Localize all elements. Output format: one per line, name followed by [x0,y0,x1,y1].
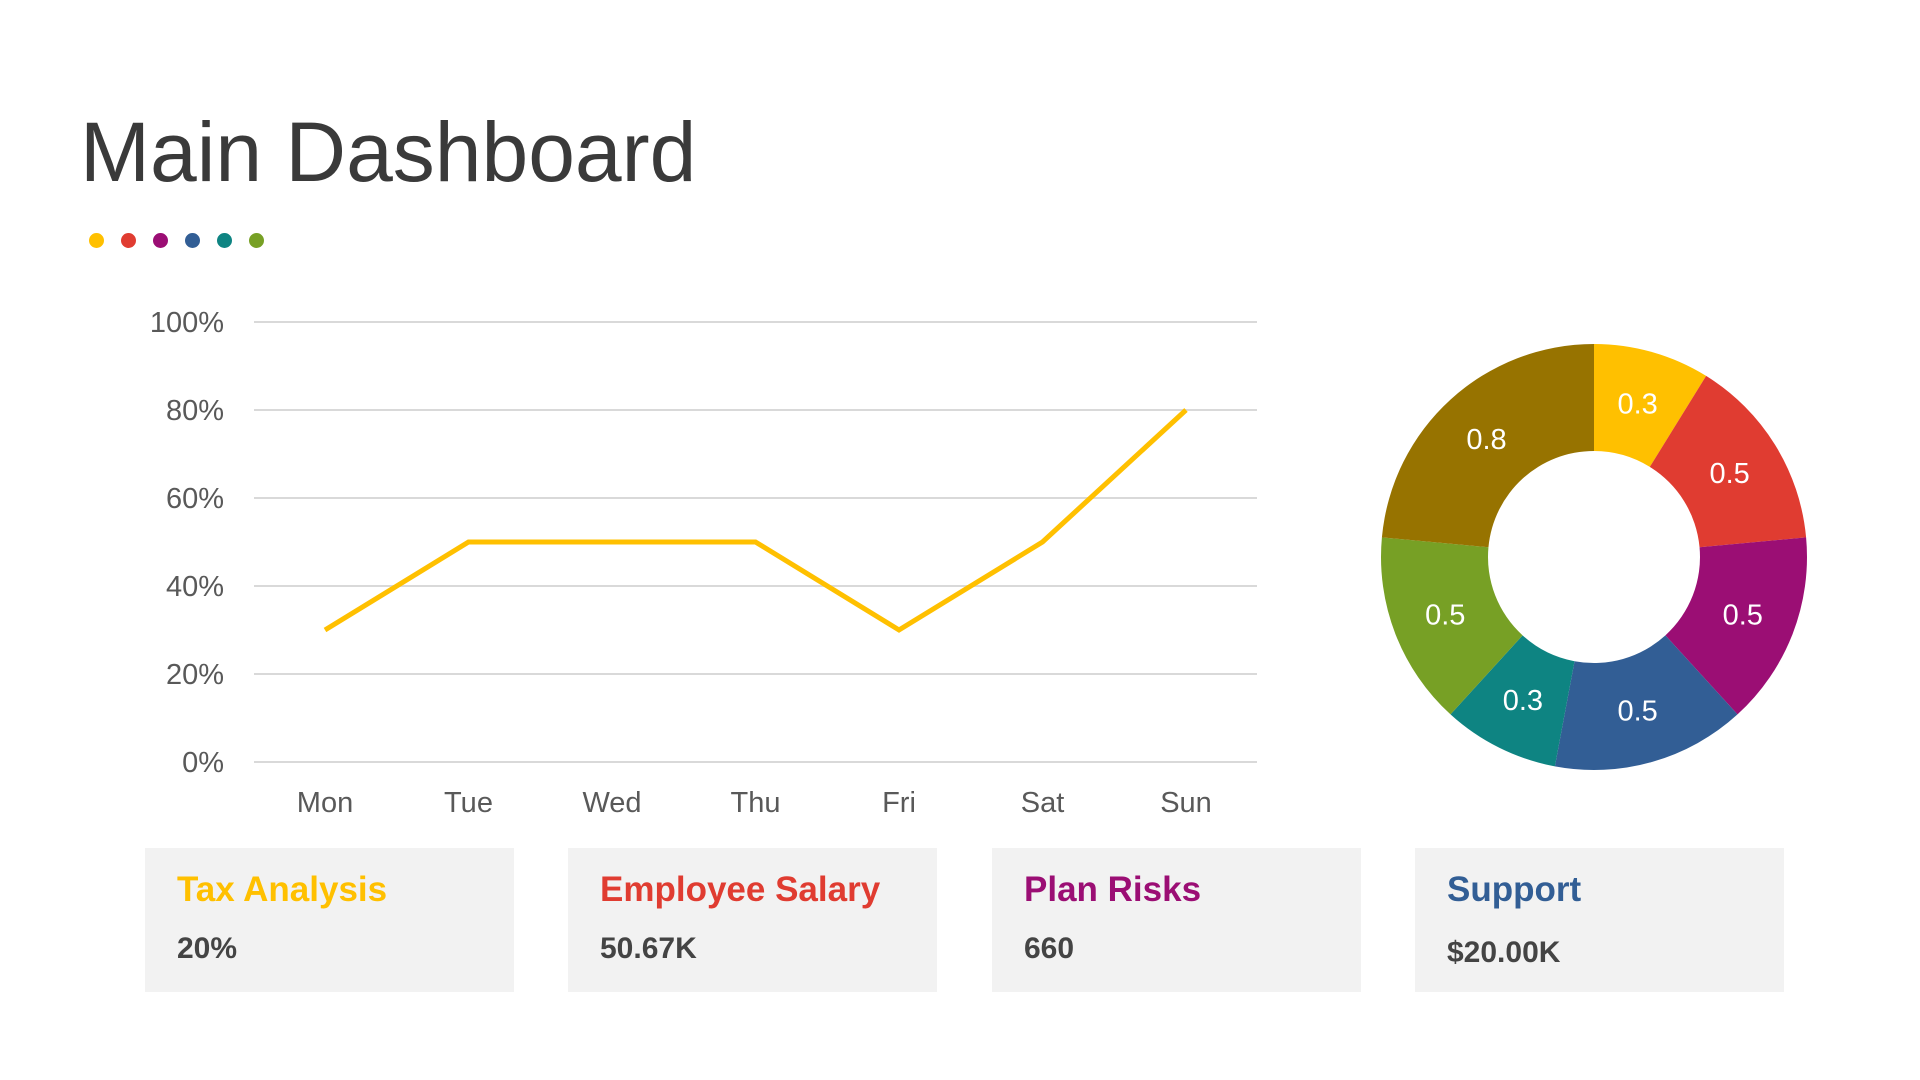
y-tick-label: 40% [166,571,224,603]
donut-slice [1381,537,1523,715]
card-plan-risks[interactable]: Plan Risks 660 [992,848,1361,992]
slice-label: 0.5 [1617,695,1657,727]
card-value: 20% [177,932,238,965]
x-tick-label: Mon [297,787,353,819]
color-dot [153,233,168,248]
donut-slice [1665,537,1808,715]
y-tick-label: 100% [150,307,224,339]
color-dot [89,233,104,248]
slice-label: 0.3 [1503,685,1543,717]
color-dot [217,233,232,248]
slice-label: 0.5 [1723,600,1763,632]
card-value: 50.67K [600,932,697,965]
y-tick-label: 0% [182,747,224,779]
donut-slice [1594,344,1707,467]
color-dot [249,233,264,248]
color-dot [185,233,200,248]
card-tax-analysis[interactable]: Tax Analysis 20% [145,848,514,992]
slice-label: 0.5 [1425,600,1465,632]
x-tick-label: Sat [1021,787,1065,819]
x-tick-label: Sun [1160,787,1212,819]
card-value: $20.00K [1447,936,1561,969]
color-dot [121,233,136,248]
y-tick-label: 20% [166,659,224,691]
slice-label: 0.8 [1466,424,1506,456]
y-tick-label: 80% [166,395,224,427]
card-title: Employee Salary [600,870,881,909]
donut-chart: 0.3 0.5 0.5 0.5 0.3 0.5 0.8 [1381,344,1808,770]
slice-label: 0.5 [1709,458,1749,490]
card-support[interactable]: Support $20.00K [1415,848,1784,992]
color-dots [89,233,264,248]
card-employee-salary[interactable]: Employee Salary 50.67K [568,848,937,992]
donut-slice [1649,375,1807,548]
x-tick-label: Wed [582,787,641,819]
card-title: Plan Risks [1024,870,1202,909]
donut-slice [1450,635,1575,767]
slice-label: 0.3 [1617,389,1657,421]
x-tick-label: Fri [882,787,916,819]
card-title: Tax Analysis [177,870,388,909]
page-title: Main Dashboard [80,105,697,199]
card-title: Support [1447,870,1582,909]
card-value: 660 [1024,932,1075,965]
x-tick-label: Thu [731,787,781,819]
donut-slice [1381,344,1594,548]
line-chart: 0% 20% 40% 60% 80% 100% Mon Tue Wed Thu Fri Sat Sun [150,307,1257,819]
y-tick-label: 60% [166,483,224,515]
donut-slice [1554,635,1738,770]
x-tick-label: Tue [444,787,493,819]
